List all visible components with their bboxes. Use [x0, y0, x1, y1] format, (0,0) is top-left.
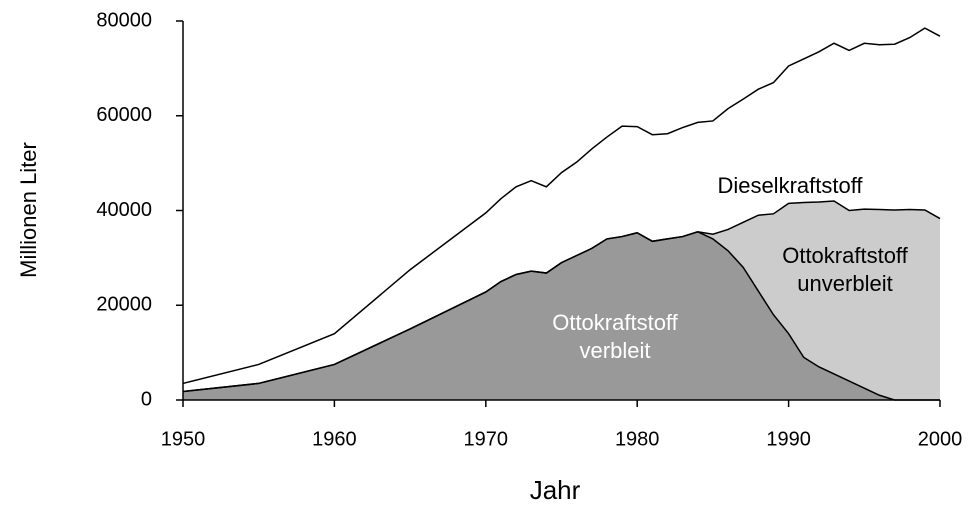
x-tick-label: 1990 [766, 428, 811, 450]
x-tick-label: 1960 [312, 428, 357, 450]
area [183, 28, 940, 392]
area-edge [182, 27, 941, 385]
y-tick-label: 0 [141, 388, 152, 410]
x-tick-label: 1970 [464, 428, 509, 450]
area-label: Ottokraftstoff verbleit [552, 310, 678, 363]
y-axis-label: Millionen Liter [16, 142, 41, 278]
y-tick-label: 40000 [96, 199, 152, 221]
y-tick-label: 20000 [96, 294, 152, 316]
area [183, 201, 940, 400]
x-tick-label: 1950 [161, 428, 206, 450]
area [183, 231, 940, 400]
area-label: Dieselkraftstoff [717, 173, 863, 198]
x-tick-label: 2000 [918, 428, 963, 450]
y-tick-label: 60000 [96, 104, 152, 126]
y-tick-label: 80000 [96, 9, 152, 31]
x-axis-label: Jahr [530, 475, 581, 505]
area-edge [182, 200, 941, 393]
x-tick-label: 1980 [615, 428, 660, 450]
area-label: Ottokraftstoff unverbleit [782, 243, 908, 296]
